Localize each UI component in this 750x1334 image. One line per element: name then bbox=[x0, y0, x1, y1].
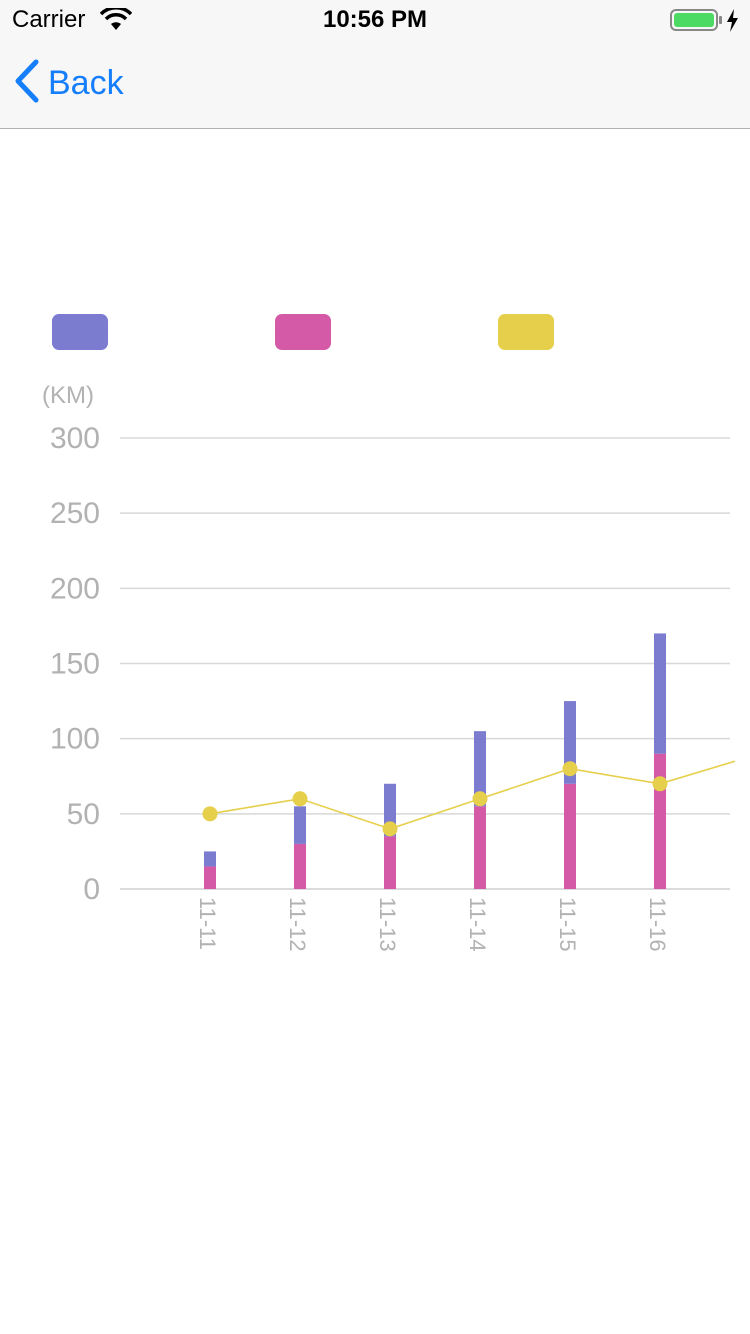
y-tick-label: 100 bbox=[50, 723, 100, 756]
x-tick-label: 11-13 bbox=[375, 897, 400, 952]
back-label: Back bbox=[48, 63, 124, 102]
x-tick-label: 11-16 bbox=[645, 897, 670, 952]
line-point bbox=[472, 791, 488, 807]
bar bbox=[204, 851, 216, 867]
legend-swatch-yellow bbox=[498, 314, 554, 350]
line-point bbox=[202, 806, 218, 822]
bar bbox=[564, 783, 576, 889]
y-axis-label: (KM) bbox=[42, 382, 94, 409]
line-point bbox=[562, 761, 578, 777]
bar bbox=[384, 836, 396, 889]
bar bbox=[204, 866, 216, 889]
y-tick-label: 150 bbox=[50, 648, 100, 681]
y-tick-label: 0 bbox=[83, 873, 100, 906]
y-tick-label: 250 bbox=[50, 497, 100, 530]
chevron-left-icon bbox=[14, 59, 40, 108]
bar bbox=[474, 806, 486, 889]
y-tick-label: 50 bbox=[67, 798, 100, 831]
legend-swatch-pink bbox=[275, 314, 331, 350]
status-bar: Carrier 10:56 PM bbox=[0, 0, 750, 40]
bar bbox=[474, 731, 486, 807]
legend-swatch-purple bbox=[52, 314, 108, 350]
carrier-label: Carrier bbox=[12, 6, 86, 33]
bar bbox=[294, 806, 306, 844]
wifi-icon bbox=[99, 6, 133, 37]
x-tick-label: 11-12 bbox=[285, 897, 310, 952]
bar bbox=[294, 843, 306, 889]
y-tick-label: 200 bbox=[50, 572, 100, 605]
x-tick-label: 11-15 bbox=[555, 897, 580, 952]
status-time: 10:56 PM bbox=[322, 6, 428, 33]
x-tick-label: 11-14 bbox=[465, 897, 490, 952]
bar bbox=[654, 633, 666, 754]
x-tick-label: 11-11 bbox=[195, 897, 220, 950]
bar bbox=[654, 753, 666, 889]
navigation-bar: Back bbox=[0, 40, 750, 129]
line-point bbox=[292, 791, 308, 807]
back-button[interactable]: Back bbox=[14, 58, 124, 108]
y-tick-label: 300 bbox=[50, 422, 100, 455]
battery-charging-icon bbox=[670, 8, 742, 39]
line-point bbox=[652, 776, 668, 792]
line-point bbox=[382, 821, 398, 837]
